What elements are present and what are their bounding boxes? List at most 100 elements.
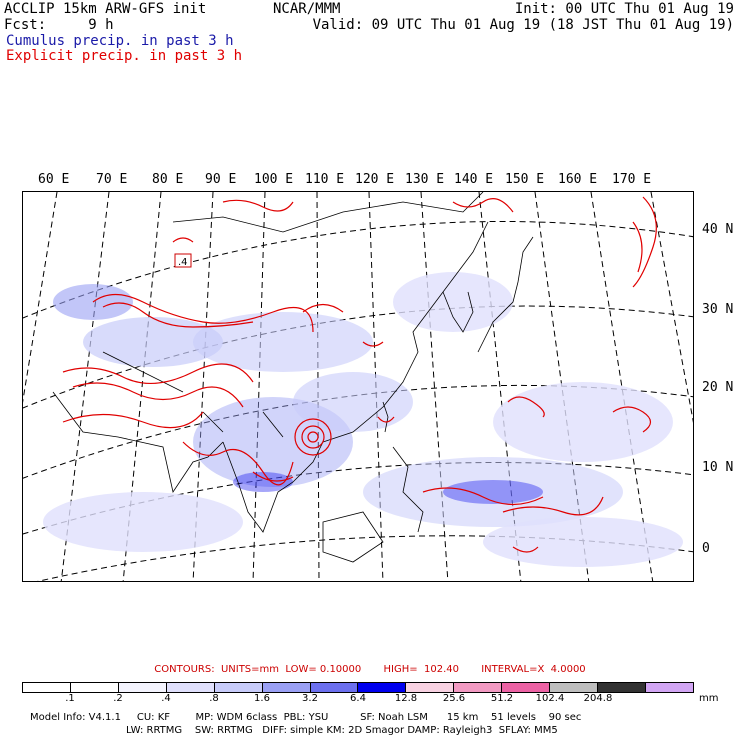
colorbar-label: .1 — [65, 693, 75, 704]
cumulus-area — [293, 372, 413, 432]
coastline-china — [322, 221, 489, 443]
meridian-90e — [192, 192, 214, 581]
country-borders — [102, 351, 284, 438]
explicit-contour — [307, 431, 319, 443]
explicit-contour — [362, 341, 384, 347]
explicit-contour — [92, 293, 314, 333]
valid-time: Valid: 09 UTC Thu 01 Aug 19 (18 JST Thu … — [312, 17, 734, 33]
coastline-taiwan — [382, 401, 389, 433]
coastlines — [52, 192, 534, 563]
coastline-japan — [477, 236, 534, 353]
explicit-contour — [612, 406, 652, 433]
colorbar-label: .2 — [113, 693, 123, 704]
colorbar-cell — [310, 683, 359, 692]
meridian-170e — [650, 192, 693, 423]
explicit-contour — [172, 237, 194, 243]
colorbar-label: 1.6 — [254, 693, 270, 704]
explicit-contour — [252, 471, 294, 482]
cumulus-area — [43, 492, 243, 552]
colorbar-cell — [358, 683, 407, 692]
explicit-contour — [72, 382, 244, 408]
colorbar-cell — [645, 683, 693, 692]
explicit-contour — [502, 496, 604, 516]
lon-label: 130 E — [405, 172, 445, 187]
explicit-contour — [377, 416, 395, 423]
lon-label: 170 E — [612, 172, 652, 187]
explicit-contour — [294, 418, 332, 456]
lon-label: 70 E — [96, 172, 128, 187]
marker-box — [174, 253, 192, 268]
coastline-philippines — [392, 446, 424, 533]
explicit-contour — [632, 196, 657, 288]
lon-label: 160 E — [558, 172, 598, 187]
cumulus-area — [493, 382, 673, 462]
lat-label: 20 N — [702, 380, 734, 395]
colorbar-label: 25.6 — [442, 693, 466, 704]
colorbar-label: .8 — [209, 693, 219, 704]
colorbar-label: .4 — [161, 693, 171, 704]
precip-map: .4 — [23, 192, 693, 581]
cumulus-area — [483, 517, 683, 567]
cumulus-precip-shading — [43, 272, 683, 567]
colorbar-cell — [70, 683, 119, 692]
coastline-korea — [442, 291, 474, 333]
legend-explicit: Explicit precip. in past 3 h — [6, 48, 243, 64]
lon-label: 120 E — [355, 172, 395, 187]
cumulus-area — [393, 272, 513, 332]
explicit-contour — [62, 363, 254, 385]
run-title: ACCLIP 15km ARW-GFS init — [4, 1, 207, 17]
coastline-borneo — [322, 511, 384, 563]
explicit-contour — [102, 302, 254, 328]
coastline-indochina — [222, 441, 324, 533]
explicit-contour — [632, 221, 643, 273]
cumulus-area — [443, 480, 543, 504]
colorbar-cell — [214, 683, 263, 692]
parallel-0 — [37, 535, 693, 581]
model-info-line1: Model Info: V4.1.1 CU: KF MP: WDM 6class… — [30, 712, 582, 723]
explicit-contour — [62, 411, 204, 429]
lon-label: 60 E — [38, 172, 70, 187]
explicit-contour — [222, 199, 294, 212]
lon-label: 110 E — [305, 172, 345, 187]
map-panel: .4 — [22, 191, 694, 582]
parallel-30n — [23, 305, 693, 409]
colorbar-cell — [166, 683, 215, 692]
colorbar-cell — [118, 683, 167, 692]
explicit-precip-contours — [62, 196, 657, 553]
meridian-160e — [590, 192, 654, 581]
colorbar-cell — [598, 683, 646, 692]
colorbar-cell — [550, 683, 599, 692]
colorbar-label: 6.4 — [350, 693, 366, 704]
coastline-russia — [172, 192, 484, 233]
explicit-contour — [507, 396, 545, 418]
meridian-150e — [534, 192, 590, 581]
cumulus-area — [233, 472, 293, 492]
lat-label: 40 N — [702, 222, 734, 237]
legend-cumulus: Cumulus precip. in past 3 h — [6, 33, 234, 49]
colorbar-label: 3.2 — [302, 693, 318, 704]
marker-label: .4 — [178, 257, 188, 268]
cumulus-area — [83, 317, 223, 367]
explicit-contour — [182, 441, 294, 486]
graticule — [23, 192, 693, 581]
explicit-contour — [302, 303, 344, 313]
meridian-130e — [420, 192, 449, 581]
lat-label: 30 N — [702, 302, 734, 317]
colorbar-label: 102.4 — [535, 693, 565, 704]
colorbar-label: 12.8 — [394, 693, 418, 704]
colorbar-unit: mm — [699, 693, 719, 704]
cumulus-area — [363, 457, 623, 527]
contours-info: CONTOURS: UNITS=mm LOW= 0.10000 HIGH= 10… — [154, 664, 586, 675]
cumulus-area — [193, 312, 373, 372]
forecast-hour: Fcst: 9 h — [4, 17, 114, 33]
organization-label: NCAR/MMM — [273, 1, 341, 17]
lat-label: 10 N — [702, 460, 734, 475]
lon-label: 100 E — [254, 172, 294, 187]
meridian-70e — [60, 192, 110, 581]
colorbar-label: 204.8 — [583, 693, 613, 704]
meridian-80e — [122, 192, 162, 581]
coastline-india — [52, 391, 224, 494]
lon-label: 90 E — [205, 172, 237, 187]
colorbar-labels: .1 .2 .4 .8 1.6 3.2 6.4 12.8 25.6 51.2 102.4 204.8 — [22, 693, 694, 707]
meridian-100e — [252, 192, 266, 581]
